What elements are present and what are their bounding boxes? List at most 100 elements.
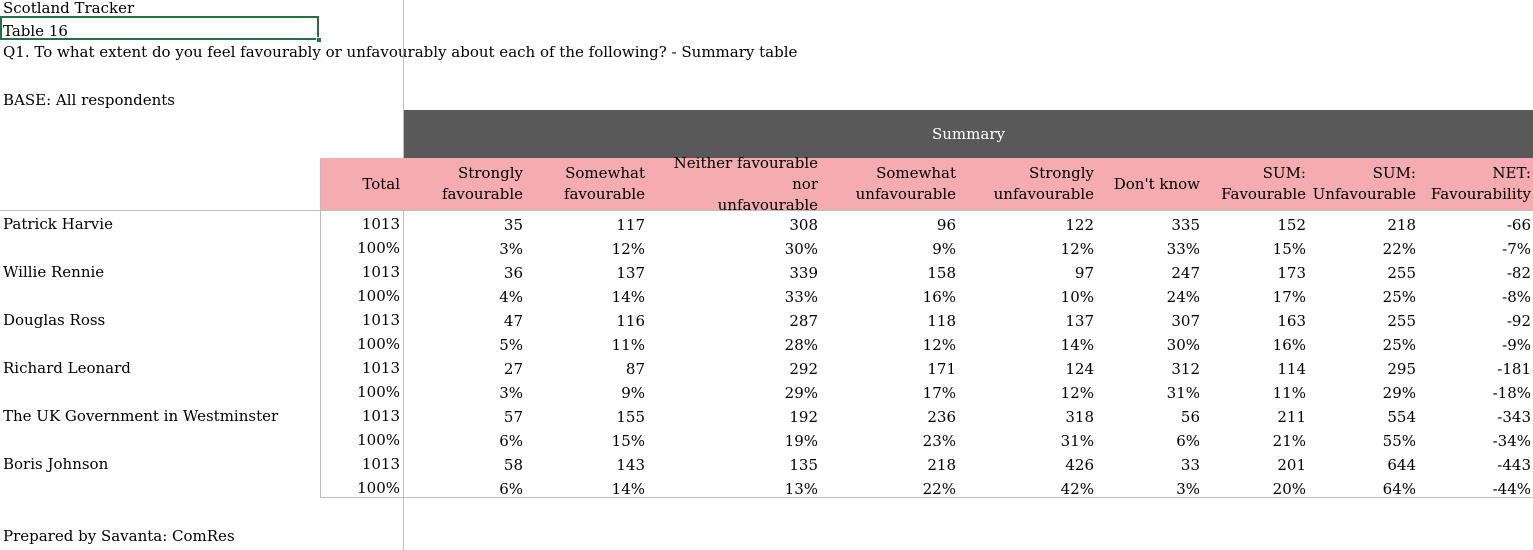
count-cell[interactable]: 118 <box>927 312 956 330</box>
percent-cell[interactable]: 25% <box>1382 336 1416 354</box>
count-cell[interactable]: 36 <box>503 264 523 282</box>
percent-cell[interactable]: 24% <box>1166 288 1200 306</box>
row-label[interactable]: Boris Johnson <box>3 455 109 473</box>
percent-cell[interactable]: -9% <box>1502 336 1531 354</box>
count-cell[interactable]: 295 <box>1387 360 1416 378</box>
column-header[interactable]: Don't know <box>1095 158 1203 210</box>
percent-cell[interactable]: 17% <box>1272 288 1306 306</box>
percent-cell[interactable]: 16% <box>1272 336 1306 354</box>
count-cell[interactable]: 312 <box>1171 360 1200 378</box>
percent-cell[interactable]: 9% <box>621 384 645 402</box>
count-cell[interactable]: 1013 <box>361 359 400 377</box>
percent-cell[interactable]: 12% <box>922 336 956 354</box>
percent-cell[interactable]: 14% <box>611 288 645 306</box>
percent-cell[interactable]: 64% <box>1382 480 1416 498</box>
count-cell[interactable]: -92 <box>1506 312 1531 330</box>
count-cell[interactable]: 96 <box>936 216 956 234</box>
count-cell[interactable]: 339 <box>789 264 818 282</box>
percent-cell[interactable]: -18% <box>1492 384 1531 402</box>
count-cell[interactable]: 236 <box>927 408 956 426</box>
question-text[interactable]: Q1. To what extent do you feel favourabl… <box>3 43 798 61</box>
count-cell[interactable]: 307 <box>1171 312 1200 330</box>
base-text[interactable]: BASE: All respondents <box>3 91 176 109</box>
percent-cell[interactable]: 31% <box>1166 384 1200 402</box>
percent-cell[interactable]: 29% <box>784 384 818 402</box>
percent-cell[interactable]: 6% <box>1176 432 1200 450</box>
percent-cell[interactable]: 23% <box>922 432 956 450</box>
row-label[interactable]: Patrick Harvie <box>3 215 113 233</box>
count-cell[interactable]: 152 <box>1277 216 1306 234</box>
percent-cell[interactable]: 30% <box>784 240 818 258</box>
count-cell[interactable]: 247 <box>1171 264 1200 282</box>
percent-cell[interactable]: 22% <box>1382 240 1416 258</box>
active-cell-selection[interactable] <box>0 16 319 40</box>
count-cell[interactable]: -443 <box>1497 456 1531 474</box>
percent-cell[interactable]: 28% <box>784 336 818 354</box>
prepared-by-footer[interactable]: Prepared by Savanta: ComRes <box>3 527 235 545</box>
column-header[interactable]: Total <box>321 158 403 210</box>
count-cell[interactable]: 56 <box>1180 408 1200 426</box>
percent-cell[interactable]: 13% <box>784 480 818 498</box>
fill-handle[interactable] <box>316 37 322 43</box>
count-cell[interactable]: 137 <box>1065 312 1094 330</box>
percent-cell[interactable]: 29% <box>1382 384 1416 402</box>
count-cell[interactable]: 318 <box>1065 408 1094 426</box>
percent-cell[interactable]: 14% <box>1060 336 1094 354</box>
percent-cell[interactable]: 20% <box>1272 480 1306 498</box>
percent-cell[interactable]: 100% <box>357 335 400 353</box>
count-cell[interactable]: 1013 <box>361 215 400 233</box>
column-header[interactable]: Strongly unfavourable <box>957 158 1097 210</box>
count-cell[interactable]: 35 <box>503 216 523 234</box>
percent-cell[interactable]: 22% <box>922 480 956 498</box>
percent-cell[interactable]: 3% <box>1176 480 1200 498</box>
percent-cell[interactable]: 55% <box>1382 432 1416 450</box>
row-label[interactable]: Douglas Ross <box>3 311 106 329</box>
percent-cell[interactable]: 25% <box>1382 288 1416 306</box>
percent-cell[interactable]: -34% <box>1492 432 1531 450</box>
report-title[interactable]: Scotland Tracker <box>3 0 135 17</box>
count-cell[interactable]: 114 <box>1277 360 1306 378</box>
column-header[interactable]: NET: Favourability <box>1417 158 1533 210</box>
percent-cell[interactable]: 11% <box>611 336 645 354</box>
count-cell[interactable]: 171 <box>927 360 956 378</box>
count-cell[interactable]: 335 <box>1171 216 1200 234</box>
count-cell[interactable]: -66 <box>1506 216 1531 234</box>
percent-cell[interactable]: 100% <box>357 239 400 257</box>
percent-cell[interactable]: 5% <box>499 336 523 354</box>
percent-cell[interactable]: 33% <box>1166 240 1200 258</box>
percent-cell[interactable]: 3% <box>499 384 523 402</box>
percent-cell[interactable]: 100% <box>357 287 400 305</box>
percent-cell[interactable]: 9% <box>932 240 956 258</box>
count-cell[interactable]: -343 <box>1497 408 1531 426</box>
column-header[interactable]: Somewhat favourable <box>524 158 648 210</box>
percent-cell[interactable]: 17% <box>922 384 956 402</box>
count-cell[interactable]: 173 <box>1277 264 1306 282</box>
percent-cell[interactable]: 100% <box>357 431 400 449</box>
column-header[interactable]: Somewhat unfavourable <box>819 158 959 210</box>
count-cell[interactable]: 1013 <box>361 407 400 425</box>
count-cell[interactable]: 211 <box>1277 408 1306 426</box>
percent-cell[interactable]: 30% <box>1166 336 1200 354</box>
percent-cell[interactable]: 16% <box>922 288 956 306</box>
percent-cell[interactable]: 21% <box>1272 432 1306 450</box>
count-cell[interactable]: 1013 <box>361 311 400 329</box>
count-cell[interactable]: 1013 <box>361 455 400 473</box>
column-header[interactable]: SUM: Unfavourable <box>1307 158 1419 210</box>
count-cell[interactable]: 137 <box>616 264 645 282</box>
percent-cell[interactable]: 42% <box>1060 480 1094 498</box>
row-label[interactable]: Willie Rennie <box>3 263 105 281</box>
percent-cell[interactable]: 11% <box>1272 384 1306 402</box>
row-label[interactable]: The UK Government in Westminster <box>3 407 279 425</box>
count-cell[interactable]: 163 <box>1277 312 1306 330</box>
count-cell[interactable]: 644 <box>1387 456 1416 474</box>
percent-cell[interactable]: 100% <box>357 383 400 401</box>
percent-cell[interactable]: 31% <box>1060 432 1094 450</box>
count-cell[interactable]: 158 <box>927 264 956 282</box>
count-cell[interactable]: 218 <box>1387 216 1416 234</box>
count-cell[interactable]: 124 <box>1065 360 1094 378</box>
percent-cell[interactable]: -44% <box>1492 480 1531 498</box>
count-cell[interactable]: 27 <box>503 360 523 378</box>
count-cell[interactable]: 57 <box>503 408 523 426</box>
percent-cell[interactable]: 14% <box>611 480 645 498</box>
percent-cell[interactable]: 15% <box>611 432 645 450</box>
